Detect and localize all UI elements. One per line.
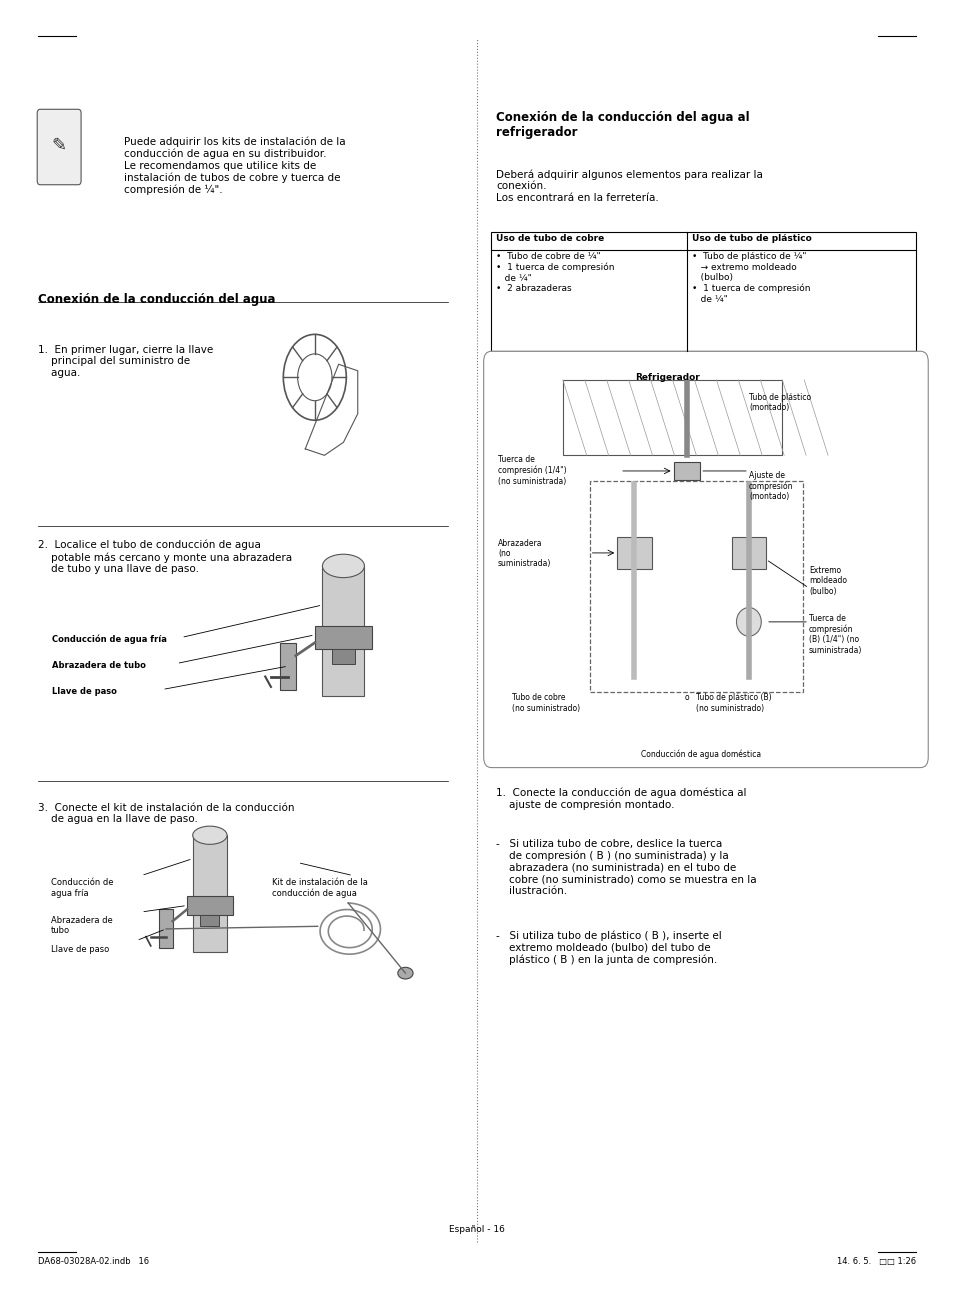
Text: o: o xyxy=(684,693,689,703)
Bar xyxy=(200,915,219,926)
Text: Abrazadera de tubo: Abrazadera de tubo xyxy=(52,661,146,670)
Bar xyxy=(314,626,372,649)
FancyBboxPatch shape xyxy=(483,351,927,768)
Text: 1.  Conecte la conducción de agua doméstica al
    ajuste de compresión montado.: 1. Conecte la conducción de agua domésti… xyxy=(496,787,746,809)
Text: 3.  Conecte el kit de instalación de la conducción
    de agua en la llave de pa: 3. Conecte el kit de instalación de la c… xyxy=(38,803,294,825)
Bar xyxy=(322,566,364,696)
FancyBboxPatch shape xyxy=(37,109,81,185)
Bar xyxy=(589,481,802,692)
Text: Tubo de plástico (B)
(no suministrado): Tubo de plástico (B) (no suministrado) xyxy=(696,693,771,713)
Text: Refrigerador: Refrigerador xyxy=(635,373,700,382)
Text: Llave de paso: Llave de paso xyxy=(51,945,109,954)
Bar xyxy=(193,835,227,952)
Text: Conexión de la conducción del agua al
refrigerador: Conexión de la conducción del agua al re… xyxy=(496,111,749,139)
Bar xyxy=(159,909,172,948)
Text: Llave de paso: Llave de paso xyxy=(52,687,117,696)
Text: Extremo
moldeado
(bulbo): Extremo moldeado (bulbo) xyxy=(808,566,846,596)
Bar xyxy=(562,380,781,455)
Ellipse shape xyxy=(193,826,227,844)
Text: 2.  Localice el tubo de conducción de agua
    potable más cercano y monte una a: 2. Localice el tubo de conducción de agu… xyxy=(38,540,292,574)
Text: Deberá adquirir algunos elementos para realizar la
conexión.
Los encontrará en l: Deberá adquirir algunos elementos para r… xyxy=(496,169,762,203)
Ellipse shape xyxy=(397,968,413,980)
Text: Tubo de plástico
(montado): Tubo de plástico (montado) xyxy=(748,393,810,412)
Text: Español - 16: Español - 16 xyxy=(449,1226,504,1233)
Text: Conducción de agua doméstica: Conducción de agua doméstica xyxy=(640,749,760,758)
Text: DA68-03028A-02.indb   16: DA68-03028A-02.indb 16 xyxy=(38,1258,149,1266)
Text: Abrazadera
(no
suministrada): Abrazadera (no suministrada) xyxy=(497,539,551,569)
Text: -   Si utiliza tubo de plástico ( B ), inserte el
    extremo moldeado (bulbo) d: - Si utiliza tubo de plástico ( B ), ins… xyxy=(496,930,721,964)
Text: Tuerca de
compresión (1/4")
(no suministrada): Tuerca de compresión (1/4") (no suminist… xyxy=(497,455,566,485)
Text: Uso de tubo de cobre: Uso de tubo de cobre xyxy=(496,234,603,243)
Text: Uso de tubo de plástico: Uso de tubo de plástico xyxy=(691,234,811,243)
Text: Kit de instalación de la
conducción de agua: Kit de instalación de la conducción de a… xyxy=(272,878,367,898)
Bar xyxy=(673,462,700,480)
Bar xyxy=(617,537,651,569)
Bar xyxy=(491,232,915,351)
Text: 14. 6. 5.   □□ 1:26: 14. 6. 5. □□ 1:26 xyxy=(836,1258,915,1266)
Text: ✎: ✎ xyxy=(51,137,67,155)
Text: Conducción de
agua fría: Conducción de agua fría xyxy=(51,878,113,898)
Bar xyxy=(332,649,355,664)
Text: Conducción de agua fría: Conducción de agua fría xyxy=(52,635,167,644)
Bar xyxy=(280,643,295,690)
Ellipse shape xyxy=(736,608,760,636)
Text: -   Si utiliza tubo de cobre, deslice la tuerca
    de compresión ( B ) (no sumi: - Si utiliza tubo de cobre, deslice la t… xyxy=(496,839,756,896)
Text: •  Tubo de cobre de ¼"
•  1 tuerca de compresión
   de ¼"
•  2 abrazaderas: • Tubo de cobre de ¼" • 1 tuerca de comp… xyxy=(496,252,614,293)
Text: Tubo de cobre
(no suministrado): Tubo de cobre (no suministrado) xyxy=(512,693,579,713)
Text: Conexión de la conducción del agua: Conexión de la conducción del agua xyxy=(38,293,275,306)
Text: Puede adquirir los kits de instalación de la
conducción de agua en su distribuid: Puede adquirir los kits de instalación d… xyxy=(124,137,345,195)
Text: Ajuste de
compresión
(montado): Ajuste de compresión (montado) xyxy=(748,471,793,501)
Bar xyxy=(187,896,233,915)
Text: •  Tubo de plástico de ¼"
   → extremo moldeado
   (bulbo)
•  1 tuerca de compre: • Tubo de plástico de ¼" → extremo molde… xyxy=(691,252,809,303)
Bar xyxy=(731,537,765,569)
Text: Tuerca de
compresión
(B) (1/4") (no
suministrada): Tuerca de compresión (B) (1/4") (no sumi… xyxy=(808,614,862,654)
Ellipse shape xyxy=(322,554,364,578)
Text: Abrazadera de
tubo: Abrazadera de tubo xyxy=(51,916,112,935)
Text: 1.  En primer lugar, cierre la llave
    principal del suministro de
    agua.: 1. En primer lugar, cierre la llave prin… xyxy=(38,345,213,379)
